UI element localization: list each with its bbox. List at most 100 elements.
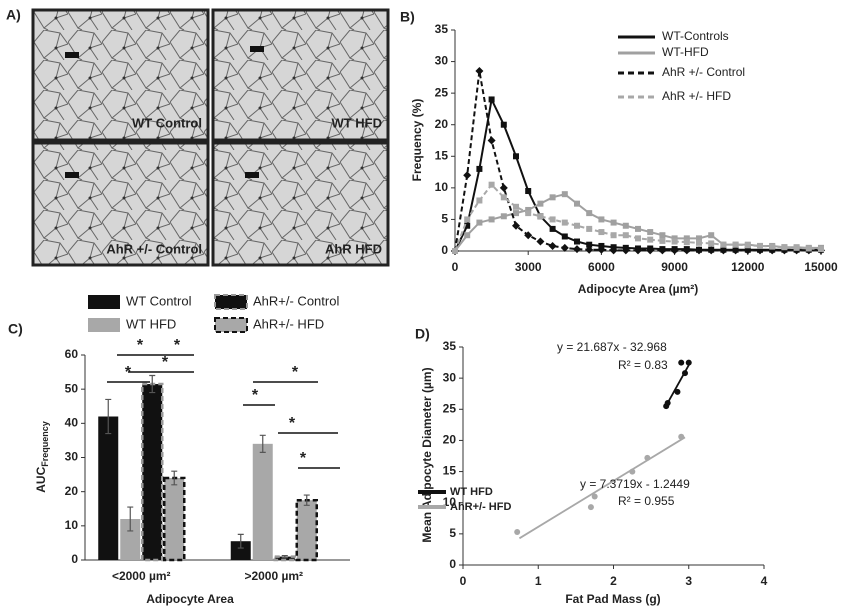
marker [708, 232, 715, 239]
x-tick-label: 6000 [588, 260, 615, 274]
marker [586, 210, 593, 217]
bar [120, 519, 141, 560]
panel-label: B) [400, 9, 415, 25]
y-axis-label-main: Mean Adipocyte Diameter (µm) [420, 367, 434, 542]
marker [757, 242, 763, 249]
image-label: WT HFD [331, 115, 382, 130]
x-tick-label: 15000 [804, 260, 838, 274]
marker [500, 213, 507, 220]
bar [295, 498, 318, 562]
significance-star: * [252, 387, 259, 404]
marker [781, 244, 788, 251]
legend-label: WT HFD [126, 316, 176, 331]
x-tick-label: >2000 µm² [244, 569, 303, 583]
legend-label: WT HFD [450, 486, 493, 498]
marker [731, 246, 740, 255]
marker [525, 210, 532, 217]
histology-images: WT Control WT HFD AhR +/- Control AhR HF… [31, 8, 390, 267]
x-axis-label: Adipocyte Area (µm²) [578, 282, 699, 296]
y-tick-label: 10 [65, 518, 79, 532]
marker [549, 225, 556, 232]
marker [647, 229, 654, 236]
marker [549, 216, 556, 223]
marker [769, 243, 776, 250]
marker [708, 240, 715, 247]
image [211, 8, 390, 142]
marker [658, 246, 667, 255]
x-tick-label: 1 [535, 574, 542, 588]
legend-swatch [88, 295, 120, 309]
image-label: WT Control [132, 115, 202, 130]
marker [635, 225, 641, 232]
y-tick-label: 40 [65, 416, 79, 430]
x-axis-label: Adipocyte Area [146, 592, 234, 606]
point [514, 528, 521, 535]
marker [647, 236, 654, 243]
y-tick-label: 25 [435, 85, 449, 99]
marker [548, 241, 557, 250]
y-axis-label: Frequency (%) [410, 99, 424, 182]
x-tick-label: 12000 [731, 260, 765, 274]
y-tick-label: 15 [443, 464, 457, 478]
legend-label: AhR+/- HFD [253, 316, 324, 331]
marker [805, 245, 812, 252]
marker [512, 221, 520, 230]
y-tick-label: 35 [435, 22, 449, 36]
marker [719, 246, 728, 255]
marker [463, 171, 472, 180]
point [591, 493, 598, 500]
marker [464, 232, 471, 239]
marker [621, 246, 630, 255]
marker [743, 246, 752, 255]
panel-label: D) [415, 326, 430, 342]
y-axis-label-main: AUC [34, 466, 48, 492]
error-bar [105, 398, 112, 435]
significance-star: * [137, 337, 144, 354]
marker [635, 235, 641, 242]
marker [622, 222, 629, 229]
marker [499, 183, 508, 192]
legend-label: WT-Controls [662, 29, 729, 43]
error-bar [259, 434, 266, 453]
marker [537, 213, 544, 220]
y-tick-label: 20 [443, 433, 457, 447]
marker [573, 245, 581, 254]
legend-label: AhR +/- Control [662, 65, 745, 79]
scale-bar [250, 46, 264, 52]
marker [586, 225, 593, 232]
marker [696, 235, 702, 242]
error-bar [281, 554, 288, 559]
marker [659, 232, 666, 239]
error-bar [127, 506, 134, 532]
marker [610, 219, 617, 226]
marker [549, 194, 556, 201]
scale-bar [245, 172, 259, 178]
significance-star: * [162, 354, 169, 371]
y-tick-label: 0 [441, 243, 448, 257]
y-tick-label: 10 [443, 495, 457, 509]
marker [671, 235, 678, 242]
x-axis-label: Fat Pad Mass (g) [565, 592, 660, 606]
x-tick-label: <2000 µm² [112, 569, 171, 583]
error-bar [171, 470, 178, 486]
y-tick-label: 5 [449, 526, 456, 540]
marker [561, 233, 568, 240]
error-bar [303, 494, 310, 506]
image [31, 8, 210, 142]
y-tick-label: 10 [435, 180, 449, 194]
bar [230, 541, 251, 560]
legend-label: WT Control [126, 293, 192, 308]
x-tick-label: 4 [761, 574, 768, 588]
marker [561, 191, 568, 198]
marker [622, 232, 629, 239]
panel-label: C) [8, 321, 23, 337]
marker [683, 239, 690, 246]
marker [818, 246, 824, 253]
legend-swatch [214, 317, 248, 333]
marker [561, 219, 568, 226]
error-bar [237, 533, 244, 549]
marker [671, 238, 678, 245]
bar [98, 416, 119, 560]
y-tick-label: 30 [435, 54, 449, 68]
